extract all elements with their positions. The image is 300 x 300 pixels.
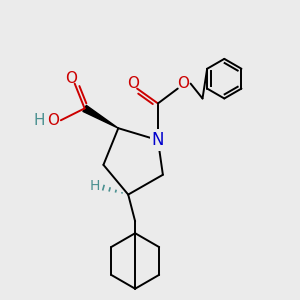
Polygon shape [83,105,118,128]
Text: N: N [152,131,164,149]
Text: H: H [33,113,45,128]
Text: O: O [65,71,77,86]
Text: O: O [47,113,59,128]
Text: O: O [127,76,139,91]
Text: O: O [177,76,189,91]
Text: H: H [89,179,100,193]
